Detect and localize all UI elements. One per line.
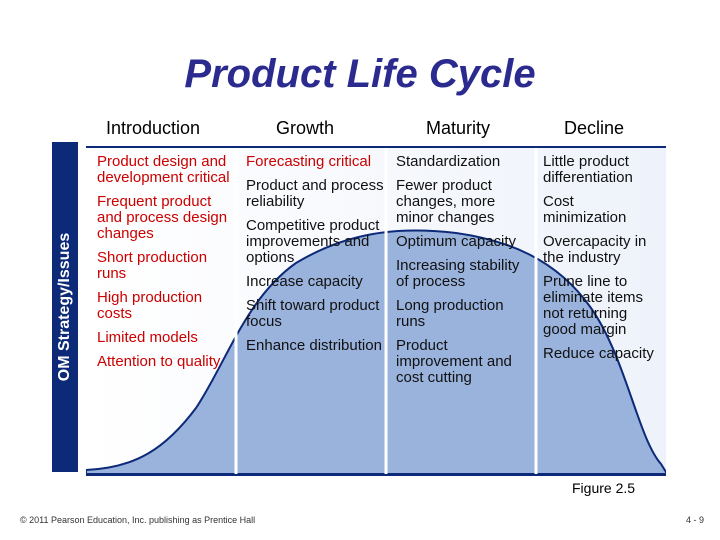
growth-item: Competitive product improvements and opt… [246, 217, 380, 266]
intro-item: Limited models [97, 329, 198, 346]
copyright-footer: © 2011 Pearson Education, Inc. publishin… [20, 515, 256, 525]
life-cycle-panel: Product design and development critical … [86, 146, 666, 476]
page-title: Product Life Cycle [184, 52, 536, 96]
intro-item: Attention to quality [97, 353, 221, 370]
maturity-item: Optimum capacity [396, 233, 517, 250]
stage-introduction: Introduction [106, 118, 201, 138]
side-label: OM Strategy/Issues [56, 232, 73, 382]
growth-item: Increase capacity [246, 273, 363, 290]
curve-area [86, 229, 666, 474]
page-number: 4 - 9 [685, 515, 704, 525]
decline-item: Cost minimization [543, 193, 627, 226]
growth-item: Forecasting critical [246, 153, 372, 170]
maturity-item: Fewer product changes, more minor change… [396, 177, 496, 226]
side-bar: OM Strategy/Issues [52, 142, 78, 472]
intro-item: Frequent product and process design chan… [97, 193, 228, 242]
decline-item: Little product differentiation [543, 153, 633, 186]
intro-item: Short production runs [97, 249, 208, 282]
intro-item: High production costs [97, 289, 203, 322]
growth-item: Shift toward product focus [246, 297, 380, 330]
figure-label: Figure 2.5 [572, 480, 636, 496]
decline-item: Overcapacity in the industry [543, 233, 647, 266]
maturity-item: Increasing stability of process [396, 257, 520, 290]
life-cycle-curve [86, 148, 666, 474]
decline-item: Reduce capacity [543, 345, 654, 362]
maturity-item: Standardization [396, 153, 501, 170]
maturity-item: Product improvement and cost cutting [396, 337, 512, 386]
growth-item: Product and process reliability [246, 177, 384, 210]
stage-header: Introduction Growth Maturity Decline [86, 112, 666, 144]
column-maturity: Standardization Fewer product changes, m… [396, 154, 534, 394]
growth-item: Enhance distribution [246, 337, 382, 354]
stage-decline: Decline [564, 118, 625, 138]
decline-item: Prune line to eliminate items not return… [543, 273, 644, 338]
stage-growth: Growth [276, 118, 335, 138]
stage-maturity: Maturity [426, 118, 491, 138]
intro-item: Product design and development critical [97, 153, 230, 186]
column-growth: Forecasting critical Product and process… [246, 154, 384, 362]
column-introduction: Product design and development critical … [97, 154, 233, 378]
column-decline: Little product differentiation Cost mini… [543, 154, 661, 370]
maturity-item: Long production runs [396, 297, 504, 330]
